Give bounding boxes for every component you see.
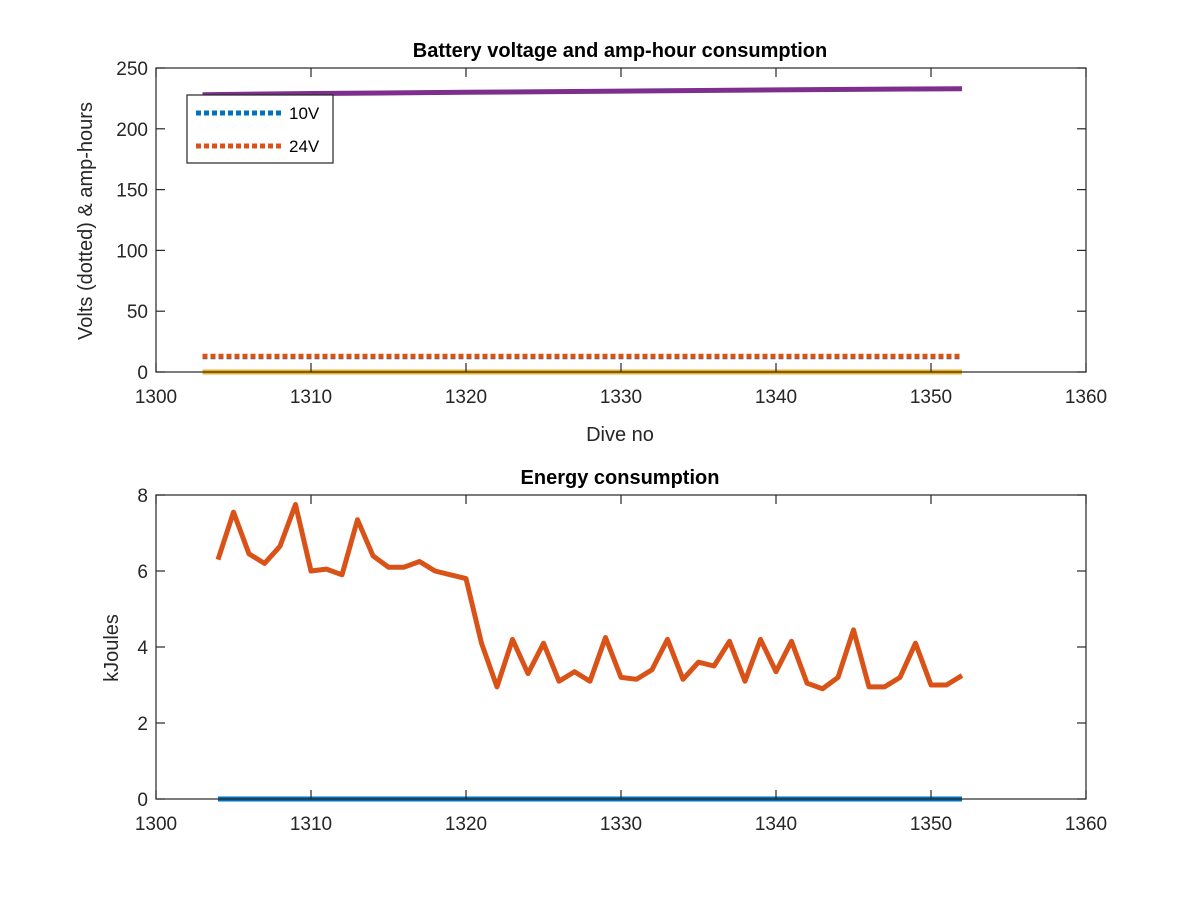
legend: 10V 24V — [186, 94, 334, 164]
x-tick-label: 1360 — [1065, 814, 1107, 835]
y-tick-label: 50 — [127, 302, 148, 323]
axes: 1300 1310 1320 1330 1340 1350 1360 0 2 4 6 8 — [135, 486, 1107, 835]
y-axis-label: Volts (dotted) & amp-hours — [75, 102, 97, 340]
y-tick-label: 250 — [116, 59, 148, 80]
y-tick-label: 8 — [137, 486, 148, 507]
x-tick-label: 1320 — [445, 814, 487, 835]
x-tick-label: 1320 — [445, 387, 487, 408]
y-tick-label: 2 — [137, 714, 148, 735]
series-line-0 — [215, 502, 964, 692]
x-tick-label: 1310 — [290, 814, 332, 835]
x-tick-label: 1310 — [290, 387, 332, 408]
y-tick-label: 150 — [116, 181, 148, 202]
legend-box — [186, 94, 334, 164]
series-line-3 — [202, 86, 963, 98]
battery-voltage-panel: Battery voltage and amp-hour consumption… — [75, 40, 1107, 446]
y-tick-label: 4 — [137, 638, 148, 659]
legend-label-24v: 24V — [289, 137, 320, 156]
x-tick-label: 1340 — [755, 814, 797, 835]
x-tick-label: 1350 — [910, 387, 952, 408]
x-tick-label: 1300 — [135, 814, 177, 835]
y-tick-label: 0 — [137, 790, 148, 811]
axes: 1300 1310 1320 1330 1340 1350 1360 0 50 100 150 200… — [116, 59, 1107, 408]
y-tick-label: 6 — [137, 562, 148, 583]
y-tick-label: 0 — [137, 363, 148, 384]
x-tick-label: 1340 — [755, 387, 797, 408]
energy-consumption-panel: Energy consumption kJoules 1300 1310 1320 1… — [101, 467, 1107, 835]
x-tick-label: 1330 — [600, 387, 642, 408]
x-tick-label: 1350 — [910, 814, 952, 835]
x-tick-label: 1330 — [600, 814, 642, 835]
y-tick-label: 100 — [116, 241, 148, 262]
x-tick-label: 1360 — [1065, 387, 1107, 408]
y-axis-label: kJoules — [101, 614, 123, 682]
legend-label-10v: 10V — [289, 104, 320, 123]
panel-title: Battery voltage and amp-hour consumption — [413, 40, 827, 62]
x-axis-label: Dive no — [586, 424, 654, 446]
x-tick-label: 1300 — [135, 387, 177, 408]
panel-title: Energy consumption — [521, 467, 720, 489]
y-tick-label: 200 — [116, 120, 148, 141]
